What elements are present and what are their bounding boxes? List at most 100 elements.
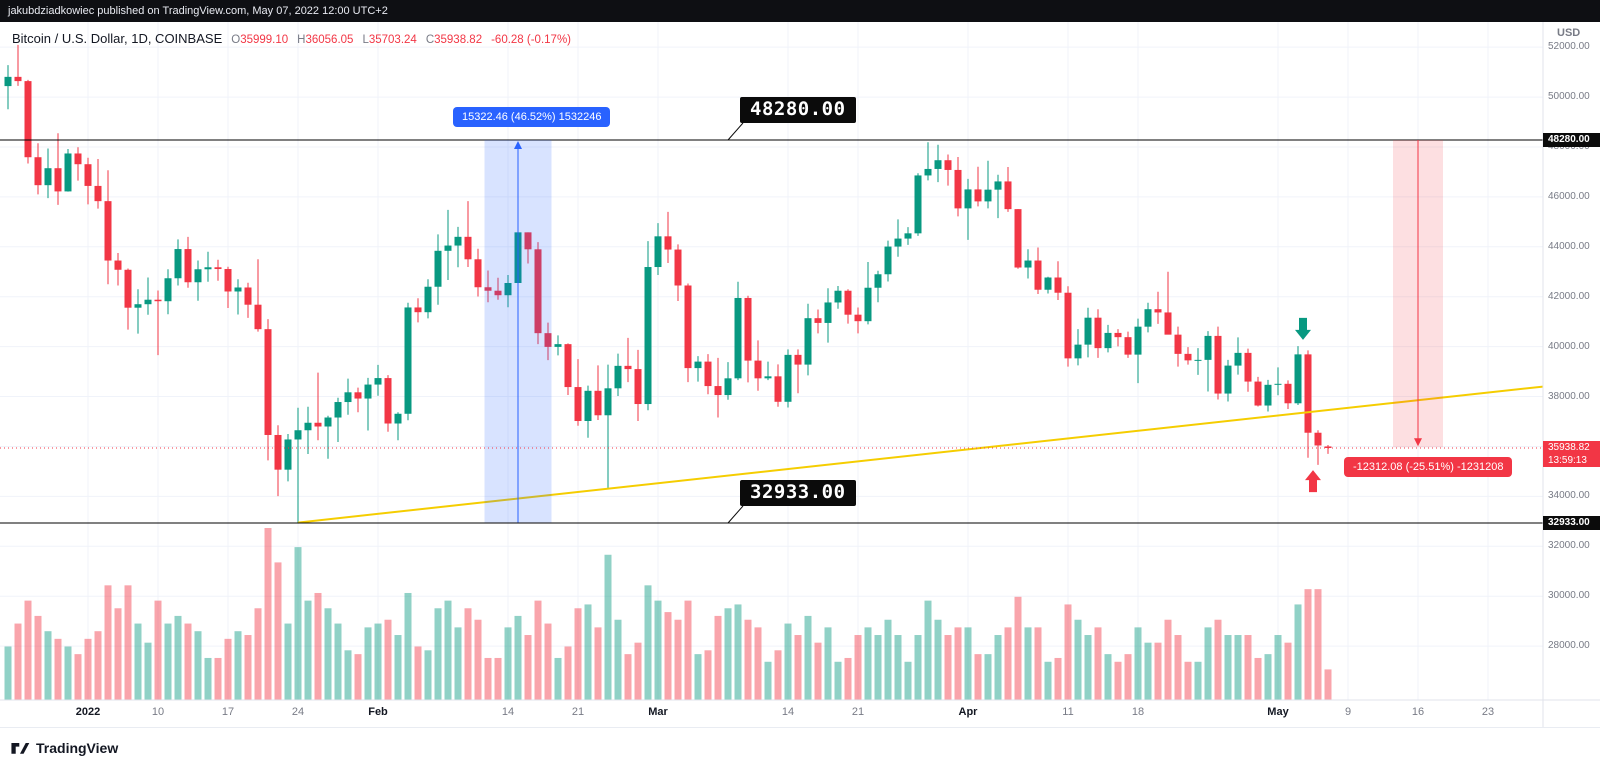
bar-countdown: 13:59:13 [1548, 454, 1587, 466]
candle [484, 287, 492, 291]
volume-bar [334, 623, 342, 700]
candle [1254, 381, 1262, 406]
price-axis-tick: 30000.00 [1548, 590, 1590, 602]
candle [784, 354, 792, 402]
candle [794, 354, 802, 365]
volume-bar [854, 635, 862, 700]
candle [594, 390, 602, 416]
volume-bar [224, 638, 232, 700]
volume-bar [814, 642, 822, 700]
up-arrow-marker[interactable] [1305, 470, 1321, 493]
down-arrow-marker[interactable] [1295, 317, 1311, 340]
volume-bar [914, 635, 922, 700]
volume-bar [514, 615, 522, 700]
tradingview-logo-icon[interactable] [10, 738, 30, 758]
trendline[interactable] [297, 385, 1543, 524]
volume-bar [1214, 619, 1222, 700]
candle [344, 392, 352, 403]
volume-bar [174, 615, 182, 700]
candle [654, 236, 662, 268]
price-axis-tick: 34000.00 [1548, 490, 1590, 502]
volume-bar [1284, 642, 1292, 700]
time-axis[interactable]: 2022 10 17 24 Feb 14 21 Mar 14 21 Apr 11 18 May 9 16 23 [0, 700, 1543, 727]
volume-bar [204, 657, 212, 700]
volume-bar [824, 627, 832, 700]
volume-bar [194, 631, 202, 700]
candle [1054, 277, 1062, 293]
volume-bar [1024, 627, 1032, 700]
volume-bar [1314, 589, 1322, 700]
candle [1014, 209, 1022, 268]
volume-bar [144, 642, 152, 700]
candle [114, 260, 122, 270]
price-axis-tick: 40000.00 [1548, 340, 1590, 352]
volume-bar [844, 657, 852, 700]
time-axis-label: 24 [291, 706, 305, 718]
candle [574, 387, 582, 422]
candle [764, 376, 772, 379]
volume-bar [644, 585, 652, 700]
time-axis-label: 16 [1411, 706, 1425, 718]
volume-bar [744, 619, 752, 700]
volume-bar [924, 600, 932, 700]
brand-name[interactable]: TradingView [36, 739, 119, 756]
time-axis-label: 2022 [75, 706, 101, 718]
time-axis-label: 14 [501, 706, 515, 718]
candle [744, 297, 752, 361]
candle [494, 290, 502, 296]
candle [634, 369, 642, 405]
volume-bar [1084, 635, 1092, 700]
volume-bar [74, 654, 82, 700]
candle [704, 361, 712, 387]
candle [1324, 446, 1332, 448]
volume-bar [84, 638, 92, 700]
candle [954, 169, 962, 209]
time-axis-label: Feb [368, 706, 388, 718]
volume-bar [774, 650, 782, 700]
candle [104, 201, 112, 261]
candle [564, 344, 572, 388]
candle [24, 81, 32, 158]
ohlc-close: C35938.82 [425, 34, 483, 46]
level-axis-label: 32933.00 [1543, 516, 1600, 530]
candle [384, 378, 392, 424]
volume-bar [1114, 661, 1122, 700]
candle [1114, 332, 1122, 338]
volume-bar [1144, 642, 1152, 700]
candles [4, 44, 1332, 523]
candle [1264, 384, 1272, 406]
volume-bar [124, 585, 132, 700]
candle [754, 360, 762, 379]
attribution-bar: TradingView [0, 727, 1600, 767]
volume-bar [414, 646, 422, 700]
time-axis-label: 21 [851, 706, 865, 718]
candle [1144, 309, 1152, 327]
volume-bar [1244, 635, 1252, 700]
candle [144, 299, 152, 305]
candle [1034, 260, 1042, 290]
level-axis-label: 48280.00 [1543, 133, 1600, 147]
candle [214, 267, 222, 270]
candle [984, 189, 992, 202]
volume-bar [994, 635, 1002, 700]
volume-bar [944, 635, 952, 700]
volume-bar [754, 627, 762, 700]
candle [554, 344, 562, 347]
volume-bar [1304, 589, 1312, 700]
volume-bar [104, 585, 112, 700]
volume-bar [714, 615, 722, 700]
volume-bar [354, 654, 362, 700]
candle [234, 287, 242, 292]
ohlc-low: L35703.24 [362, 34, 417, 46]
price-axis[interactable]: USD 52000.0050000.0048000.0046000.004400… [1543, 0, 1600, 727]
candle [354, 392, 362, 399]
volume-bar [604, 554, 612, 700]
volume-bar [554, 657, 562, 700]
volume-bar [664, 612, 672, 700]
volume-bar [784, 623, 792, 700]
volume-bar [834, 661, 842, 700]
volume-bar [704, 650, 712, 700]
volume-bar [1274, 635, 1282, 700]
candle [84, 164, 92, 186]
